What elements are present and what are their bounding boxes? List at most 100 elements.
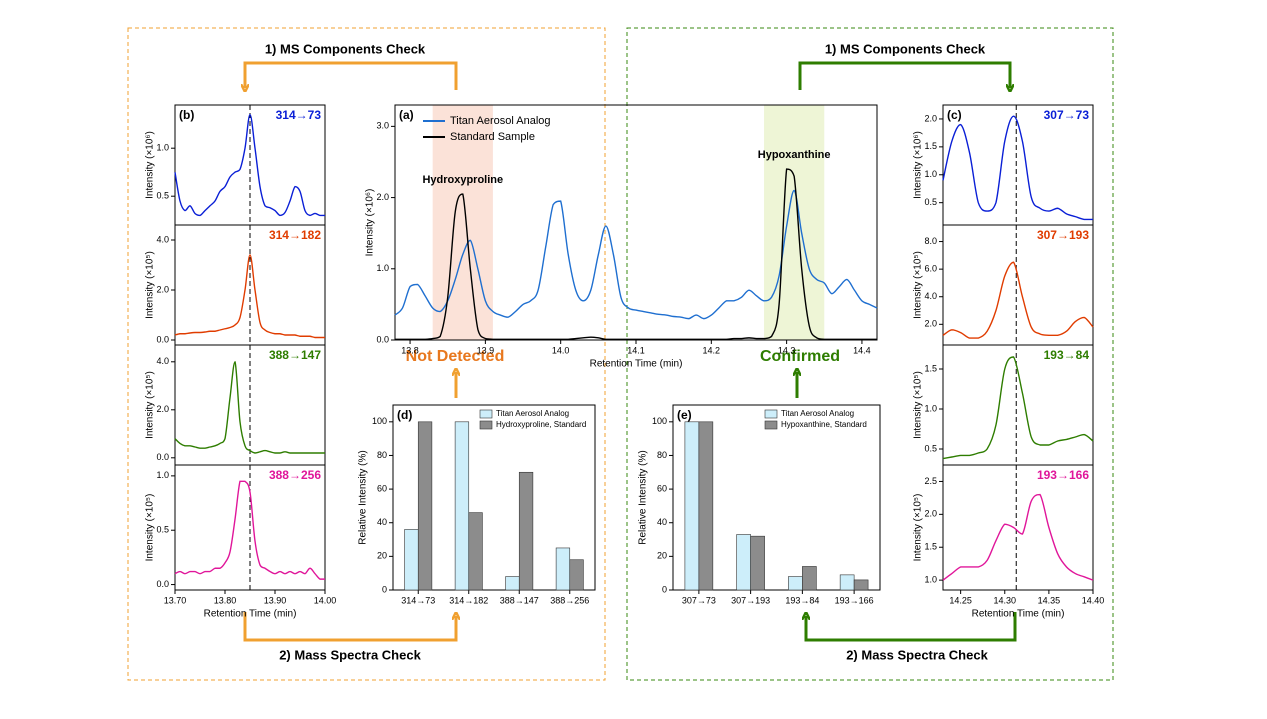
bar bbox=[417, 421, 433, 591]
x-tick-label: 14.25 bbox=[949, 595, 972, 605]
y-tick-label: 0 bbox=[382, 584, 387, 594]
bar bbox=[698, 421, 714, 591]
y-axis-label: Intensity (×10⁵) bbox=[145, 494, 156, 562]
bar bbox=[454, 421, 470, 591]
highlight-band bbox=[764, 105, 825, 340]
y-tick-label: 0 bbox=[662, 584, 667, 594]
x-tick-label: 314→73 bbox=[401, 595, 435, 605]
panel-label: (a) bbox=[399, 108, 414, 122]
series-label: 193→84 bbox=[1044, 348, 1090, 362]
x-tick-label: 14.00 bbox=[314, 595, 337, 605]
y-tick-label: 2.0 bbox=[924, 319, 937, 329]
step-title: 1) MS Components Check bbox=[825, 41, 986, 56]
plot-frame bbox=[942, 464, 1094, 591]
y-tick-label: 2.0 bbox=[924, 509, 937, 519]
bar bbox=[468, 512, 483, 591]
step-title: 2) Mass Spectra Check bbox=[846, 647, 988, 662]
step-title: 1) MS Components Check bbox=[265, 41, 426, 56]
arrow bbox=[245, 61, 458, 90]
panel-label: (d) bbox=[397, 408, 412, 422]
bar bbox=[802, 566, 817, 591]
legend-label: Titan Aerosol Analog bbox=[450, 115, 551, 127]
panel-label: (e) bbox=[677, 408, 692, 422]
y-tick-label: 1.0 bbox=[376, 263, 389, 273]
x-tick-label: 307→73 bbox=[682, 595, 716, 605]
x-tick-label: 307→193 bbox=[731, 595, 770, 605]
y-tick-label: 0.0 bbox=[156, 579, 169, 589]
x-tick-label: 14.2 bbox=[703, 345, 721, 355]
y-tick-label: 80 bbox=[657, 450, 667, 460]
legend-label: Standard Sample bbox=[450, 131, 535, 143]
x-tick-label: 14.40 bbox=[1082, 595, 1105, 605]
x-tick-label: 14.30 bbox=[993, 595, 1016, 605]
peak-label: Hypoxanthine bbox=[758, 149, 831, 161]
y-axis-label: Intensity (×10⁶) bbox=[913, 131, 924, 199]
x-tick-label: 14.1 bbox=[627, 345, 645, 355]
y-tick-label: 4.0 bbox=[156, 234, 169, 244]
y-tick-label: 80 bbox=[377, 450, 387, 460]
legend-label: Titan Aerosol Analog bbox=[781, 409, 854, 418]
peak-label: Hydroxyproline bbox=[422, 174, 503, 186]
y-tick-label: 0.0 bbox=[156, 452, 169, 462]
bar bbox=[569, 559, 584, 591]
y-tick-label: 2.0 bbox=[924, 113, 937, 123]
legend-label: Titan Aerosol Analog bbox=[496, 409, 569, 418]
legend-swatch bbox=[479, 420, 493, 430]
y-tick-label: 0.0 bbox=[156, 334, 169, 344]
verdict: Confirmed bbox=[760, 348, 840, 365]
legend-swatch bbox=[764, 420, 778, 430]
line-series bbox=[174, 113, 325, 217]
x-tick-label: 388→256 bbox=[550, 595, 589, 605]
y-tick-label: 6.0 bbox=[924, 264, 937, 274]
y-tick-label: 1.0 bbox=[924, 169, 937, 179]
y-axis-label: Relative Intensity (%) bbox=[638, 450, 649, 544]
y-tick-label: 0.5 bbox=[156, 525, 169, 535]
x-tick-label: 13.80 bbox=[214, 595, 237, 605]
line-series bbox=[942, 115, 1093, 221]
series-label: 314→182 bbox=[269, 228, 321, 242]
y-axis-label: Intensity (×10⁶) bbox=[365, 189, 376, 257]
bar bbox=[404, 529, 419, 591]
verdict: Not Detected bbox=[406, 348, 505, 365]
y-tick-label: 1.0 bbox=[156, 143, 169, 153]
panel-label: (b) bbox=[179, 108, 194, 122]
x-tick-label: 13.70 bbox=[164, 595, 187, 605]
x-tick-label: 314→182 bbox=[449, 595, 488, 605]
line-series bbox=[942, 261, 1094, 339]
bar bbox=[555, 547, 571, 591]
right-box bbox=[626, 27, 1114, 681]
y-axis-label: Intensity (×10⁶) bbox=[145, 131, 156, 199]
y-tick-label: 1.5 bbox=[924, 141, 937, 151]
x-tick-label: 193→166 bbox=[835, 595, 874, 605]
y-tick-label: 2.0 bbox=[156, 284, 169, 294]
y-tick-label: 100 bbox=[652, 416, 667, 426]
arrow bbox=[806, 612, 1017, 642]
x-tick-label: 13.9 bbox=[477, 345, 495, 355]
line-series bbox=[174, 361, 325, 454]
arrow bbox=[243, 612, 456, 642]
bar bbox=[839, 574, 855, 591]
y-tick-label: 40 bbox=[377, 517, 387, 527]
line-series bbox=[395, 168, 877, 340]
legend-swatch bbox=[764, 409, 778, 419]
plot-frame bbox=[942, 344, 1094, 466]
series-label: 307→73 bbox=[1044, 108, 1090, 122]
step-title: 2) Mass Spectra Check bbox=[279, 647, 421, 662]
series-label: 388→147 bbox=[269, 348, 321, 362]
bar bbox=[750, 535, 765, 591]
x-axis-label: Retention Time (min) bbox=[590, 359, 683, 370]
y-tick-label: 20 bbox=[657, 551, 667, 561]
y-tick-label: 1.0 bbox=[156, 470, 169, 480]
series-label: 314→73 bbox=[276, 108, 322, 122]
y-axis-label: Intensity (×10⁵) bbox=[913, 371, 924, 439]
y-axis-label: Intensity (×10⁵) bbox=[913, 494, 924, 562]
plot-frame bbox=[672, 404, 881, 591]
y-tick-label: 2.0 bbox=[376, 192, 389, 202]
y-tick-label: 4.0 bbox=[924, 291, 937, 301]
y-tick-label: 0.5 bbox=[924, 443, 937, 453]
y-tick-label: 0.5 bbox=[924, 197, 937, 207]
x-tick-label: 14.3 bbox=[778, 345, 796, 355]
x-tick-label: 13.8 bbox=[401, 345, 419, 355]
legend-label: Hydroxyproline, Standard bbox=[496, 420, 586, 429]
